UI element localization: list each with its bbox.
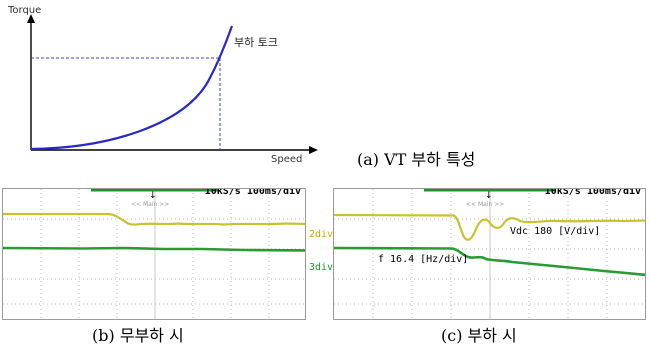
scope-grid: ↓ << Main >> (334, 189, 645, 319)
curve-label: 부하 토크 (234, 35, 278, 49)
trigger-tag: << Main >> (131, 201, 169, 208)
x-axis-arrow (309, 146, 318, 154)
caption-a: (a) VT 부하 특성 (357, 150, 476, 169)
frequency-trace (3, 246, 305, 252)
scope-header: 10kS/s 100ms/div (544, 188, 641, 197)
y-axis-label: Torque (7, 5, 41, 16)
scope-grid: ↓ << Main >> (3, 189, 305, 319)
vdc-scale-label: Vdc 180 [V/div] (510, 226, 601, 237)
trigger-tag: << Main >> (466, 201, 504, 208)
oscilloscope-loaded: ↓ << Main >> 10kS/s 100ms/div Vdc 180 [V… (333, 188, 646, 320)
x-axis-label: Speed (271, 154, 302, 165)
caption-b: (b) 무부하 시 (92, 326, 184, 345)
vt-load-characteristic-chart: Torque Speed 부하 토크 (7, 5, 318, 165)
oscilloscope-no-load: ↓ << Main >> 10kS/s 100ms/div (2, 188, 306, 320)
load-torque-curve (30, 25, 234, 151)
scope-header: 10kS/s 100ms/div (204, 188, 301, 197)
ch2-marker: 2div (309, 229, 334, 240)
y-axis-arrow (27, 14, 35, 23)
frequency-trace (334, 246, 645, 277)
trigger-marker-icon: ↓ (149, 191, 157, 201)
ch3-marker: 3div (309, 262, 334, 273)
frequency-scale-label: f 16.4 [Hz/div] (378, 254, 469, 265)
caption-c: (c) 부하 시 (441, 326, 517, 345)
vdc-trace (334, 213, 645, 241)
trigger-marker-icon: ↓ (485, 191, 493, 201)
vdc-trace (3, 212, 305, 226)
